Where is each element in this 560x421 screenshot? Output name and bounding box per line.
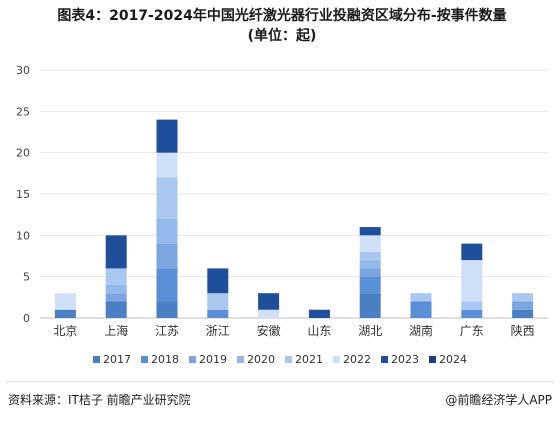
bar-segment [461, 301, 483, 310]
x-tick-label: 浙江 [206, 324, 230, 338]
x-tick-label: 陕西 [511, 323, 535, 338]
chart-title: 图表4：2017-2024年中国光纤激光器行业投融资区域分布-按事件数量 (单位… [8, 6, 556, 46]
chart-title-line2: (单位：起) [247, 28, 317, 44]
bar-segment [359, 235, 381, 252]
bars [54, 119, 534, 318]
legend-item: 2022 [333, 353, 371, 366]
legend-item: 2020 [237, 353, 275, 366]
y-tick-label: 25 [16, 105, 30, 118]
bar-segment [359, 227, 381, 236]
bar-segment [359, 251, 381, 261]
bar-segment [512, 301, 534, 310]
bar-segment [359, 276, 381, 294]
legend-swatch [333, 356, 340, 363]
bar-segment [105, 268, 127, 285]
legend-swatch [189, 356, 196, 363]
y-tick-label: 15 [16, 188, 30, 201]
x-tick-label: 北京 [53, 324, 77, 338]
legend-label: 2022 [343, 353, 371, 366]
bar-segment [105, 235, 127, 269]
y-tick-labels: 0 5 10 15 20 25 30 [16, 64, 30, 325]
legend: 2017 2018 2019 2020 2021 2022 2023 2024 [0, 353, 560, 366]
legend-swatch [141, 356, 148, 363]
y-tick-label: 30 [16, 64, 30, 77]
bar-segment [461, 309, 483, 318]
bar-segment [308, 309, 330, 318]
legend-swatch [429, 356, 436, 363]
bar-segment [156, 243, 178, 269]
source-text: 资料来源：IT桔子 前瞻产业研究院 [8, 393, 191, 407]
legend-item: 2017 [93, 353, 131, 366]
legend-label: 2024 [439, 353, 467, 366]
bar-segment [105, 293, 127, 302]
bar-segment [156, 177, 178, 219]
legend-swatch [381, 356, 388, 363]
bar-segment [359, 260, 381, 269]
legend-label: 2021 [295, 353, 323, 366]
bar-segment [410, 293, 432, 302]
legend-item: 2018 [141, 353, 179, 366]
brand-text: @前瞻经济学人APP [445, 393, 552, 407]
legend-swatch [285, 356, 292, 363]
bar-segment [207, 293, 229, 310]
y-tick-label: 20 [16, 147, 30, 160]
bar-segment [512, 293, 534, 302]
bar-segment [156, 152, 178, 178]
bar-segment [258, 309, 280, 318]
bar-segment [410, 301, 432, 318]
bar-segment [156, 268, 178, 302]
bar-segment [258, 293, 280, 310]
footer: 资料来源：IT桔子 前瞻产业研究院 @前瞻经济学人APP [0, 381, 560, 421]
y-tick-label: 0 [23, 312, 30, 325]
legend-item: 2024 [429, 353, 467, 366]
x-tick-label: 上海 [104, 323, 128, 338]
legend-label: 2020 [247, 353, 275, 366]
x-tick-label: 江苏 [155, 324, 179, 338]
x-tick-label: 山东 [307, 324, 331, 338]
x-tick-label: 广东 [460, 324, 484, 338]
bar-segment [156, 119, 178, 153]
chart-title-line1: 图表4：2017-2024年中国光纤激光器行业投融资区域分布-按事件数量 [57, 8, 507, 24]
bar-segment [461, 243, 483, 261]
bar-segment [207, 309, 229, 318]
stacked-bar-chart: 0 5 10 15 20 25 30 北京 上海 江苏 浙江 安徽 山东 湖北 湖南 广东 陕西 [16, 64, 548, 338]
y-tick-label: 5 [23, 271, 30, 284]
bar-segment [359, 293, 381, 318]
legend-swatch [237, 356, 244, 363]
bar-segment [207, 268, 229, 294]
legend-item: 2023 [381, 353, 419, 366]
x-tick-label: 安徽 [257, 323, 281, 338]
bar-segment [359, 268, 381, 277]
x-tick-labels: 北京 上海 江苏 浙江 安徽 山东 湖北 湖南 广东 陕西 [53, 323, 534, 338]
legend-swatch [93, 356, 100, 363]
x-tick-label: 湖北 [358, 323, 382, 338]
y-tick-label: 10 [16, 229, 30, 242]
legend-label: 2019 [199, 353, 227, 366]
bar-segment [54, 293, 76, 310]
bar-segment [105, 301, 127, 318]
bar-segment [461, 260, 483, 302]
bar-segment [54, 309, 76, 318]
bar-segment [156, 301, 178, 318]
legend-label: 2017 [103, 353, 131, 366]
legend-label: 2023 [391, 353, 419, 366]
legend-item: 2021 [285, 353, 323, 366]
bar-segment [512, 309, 534, 318]
legend-label: 2018 [151, 353, 179, 366]
bar-segment [105, 284, 127, 294]
footer-divider [6, 381, 554, 382]
x-tick-label: 湖南 [409, 323, 433, 338]
legend-item: 2019 [189, 353, 227, 366]
bar-segment [156, 218, 178, 244]
